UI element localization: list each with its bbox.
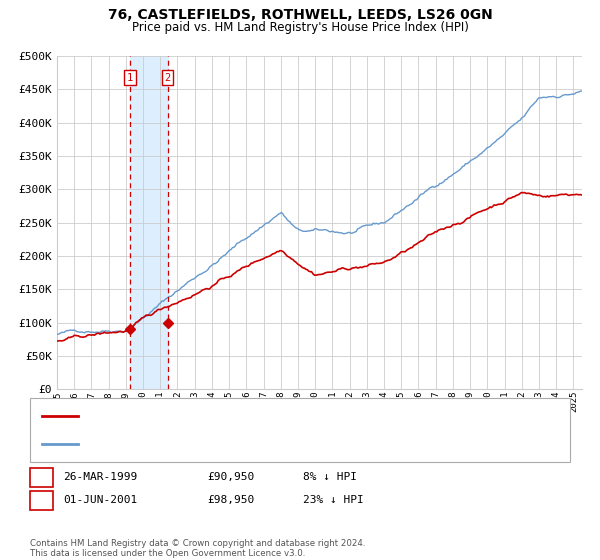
Text: Contains HM Land Registry data © Crown copyright and database right 2024.
This d: Contains HM Land Registry data © Crown c… [30,539,365,558]
Text: 26-MAR-1999: 26-MAR-1999 [63,472,137,482]
Text: 01-JUN-2001: 01-JUN-2001 [63,494,137,505]
Bar [130,56,167,389]
Text: 2: 2 [164,73,170,83]
Text: 76, CASTLEFIELDS, ROTHWELL, LEEDS, LS26 0GN (detached house): 76, CASTLEFIELDS, ROTHWELL, LEEDS, LS26 … [87,410,447,421]
Text: 2: 2 [38,494,45,505]
Text: 1: 1 [38,472,45,482]
Text: HPI: Average price, detached house, Leeds: HPI: Average price, detached house, Leed… [87,439,333,449]
Text: 23% ↓ HPI: 23% ↓ HPI [303,494,364,505]
Text: Price paid vs. HM Land Registry's House Price Index (HPI): Price paid vs. HM Land Registry's House … [131,21,469,34]
Text: 1: 1 [127,73,133,83]
Text: £98,950: £98,950 [207,494,254,505]
Text: £90,950: £90,950 [207,472,254,482]
Text: 8% ↓ HPI: 8% ↓ HPI [303,472,357,482]
Text: 76, CASTLEFIELDS, ROTHWELL, LEEDS, LS26 0GN: 76, CASTLEFIELDS, ROTHWELL, LEEDS, LS26 … [107,8,493,22]
